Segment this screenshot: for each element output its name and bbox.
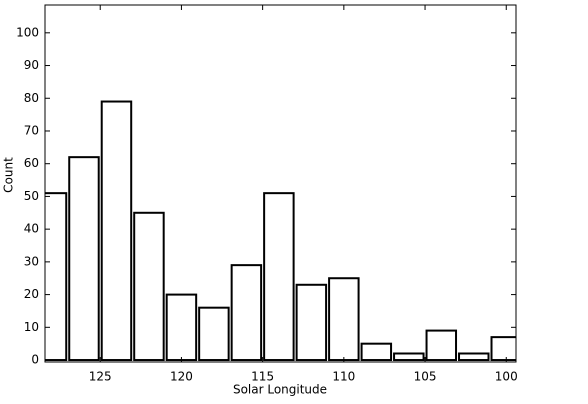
- x-tick-label: 120: [170, 370, 193, 384]
- bar: [230, 264, 263, 362]
- bar-group: [45, 100, 516, 362]
- x-tick-label: 100: [495, 370, 518, 384]
- bar: [425, 329, 458, 362]
- bar: [198, 306, 230, 362]
- bar: [295, 283, 328, 362]
- y-tick-label: 0: [31, 353, 39, 367]
- y-tick-label: 50: [24, 189, 39, 203]
- y-tick-label: 60: [24, 156, 39, 170]
- y-tick-label: 40: [24, 222, 39, 236]
- bar: [393, 352, 425, 362]
- bar: [133, 211, 165, 362]
- x-tick-label: 115: [251, 370, 274, 384]
- bar: [45, 192, 68, 362]
- bar: [328, 277, 360, 362]
- bar: [100, 100, 133, 362]
- bar: [263, 192, 295, 362]
- bar: [490, 336, 516, 362]
- y-tick-label: 70: [24, 123, 39, 137]
- y-tick-label: 30: [24, 254, 39, 268]
- y-tick-label: 80: [24, 91, 39, 105]
- y-tick-label: 20: [24, 287, 39, 301]
- x-tick-label: 105: [414, 370, 437, 384]
- x-tick-label: 125: [89, 370, 112, 384]
- bar: [68, 156, 100, 362]
- y-tick-label: 100: [16, 25, 39, 39]
- y-axis-label: Count: [2, 157, 16, 193]
- y-tick-label: 10: [24, 320, 39, 334]
- plot-frame: [44, 4, 517, 363]
- bar: [165, 293, 198, 362]
- bar: [360, 342, 393, 362]
- y-tick-label: 90: [24, 58, 39, 72]
- bar: [458, 352, 490, 362]
- x-axis-label: Solar Longitude: [233, 383, 327, 397]
- x-tick-label: 110: [332, 370, 355, 384]
